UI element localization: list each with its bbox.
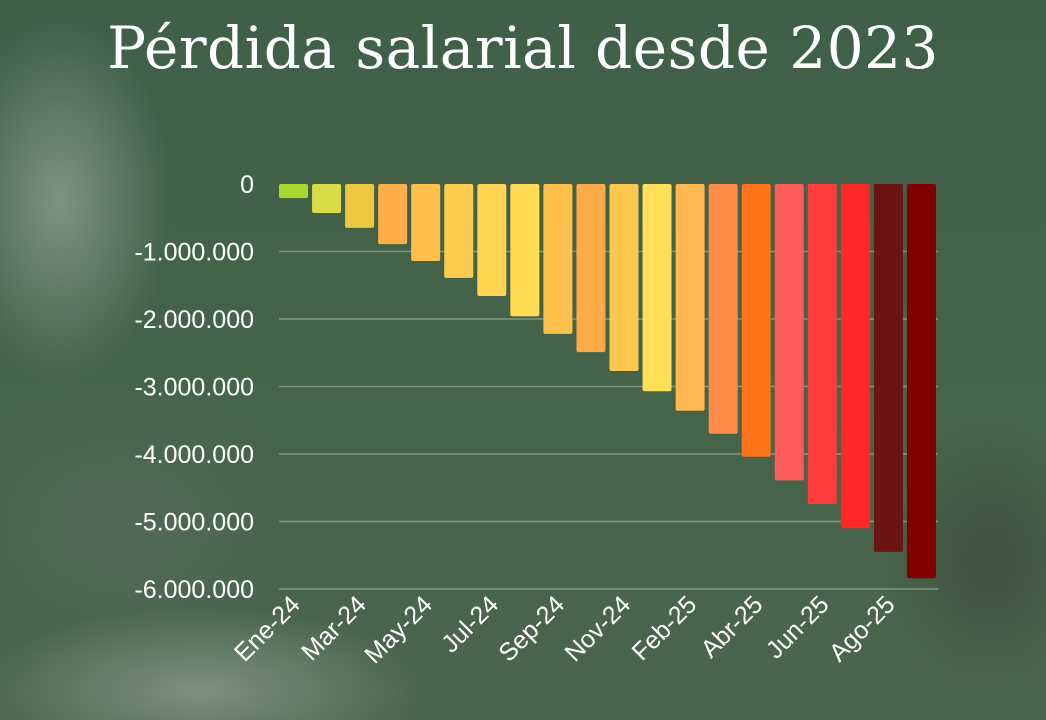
bar-ene-24 bbox=[279, 184, 308, 199]
x-tick-label: Sep-24 bbox=[493, 590, 570, 667]
x-tick-label: Feb-25 bbox=[627, 590, 703, 666]
y-tick-label: -2.000.000 bbox=[134, 306, 254, 334]
x-tick-label: Jun-25 bbox=[761, 590, 835, 664]
bar-may-24 bbox=[411, 184, 441, 261]
bar-abr-24 bbox=[378, 184, 408, 245]
y-tick-label: -1.000.000 bbox=[134, 239, 254, 267]
bar-feb-25 bbox=[675, 184, 705, 411]
bar-sep-25 bbox=[906, 184, 936, 579]
x-tick-label: Abr-25 bbox=[696, 590, 769, 663]
bar-jun-25 bbox=[807, 184, 837, 504]
bar-nov-24 bbox=[609, 184, 639, 371]
bar-ago-24 bbox=[510, 184, 540, 317]
x-tick-label: May-24 bbox=[359, 590, 438, 669]
bar-feb-24 bbox=[312, 184, 342, 214]
x-tick-label: Nov-24 bbox=[559, 590, 636, 667]
bar-jul-25 bbox=[840, 184, 870, 529]
x-tick-label: Mar-24 bbox=[296, 590, 372, 666]
bar-oct-24 bbox=[576, 184, 606, 353]
y-tick-label: -3.000.000 bbox=[134, 374, 254, 402]
y-tick-label: -6.000.000 bbox=[134, 576, 254, 604]
x-tick-label: Ago-25 bbox=[824, 590, 901, 667]
bar-mar-24 bbox=[345, 184, 375, 228]
bar-jul-24 bbox=[477, 184, 507, 297]
y-tick-label: -5.000.000 bbox=[134, 509, 254, 537]
y-tick-label: 0 bbox=[240, 171, 254, 199]
bar-may-25 bbox=[774, 184, 804, 481]
bar-jun-24 bbox=[444, 184, 474, 278]
bar-mar-25 bbox=[708, 184, 738, 434]
y-tick-label: -4.000.000 bbox=[134, 441, 254, 469]
chart-title: Pérdida salarial desde 2023 bbox=[107, 14, 939, 82]
bar-abr-25 bbox=[741, 184, 771, 457]
bar-dic-24 bbox=[642, 184, 672, 392]
bar-ago-25 bbox=[873, 184, 903, 552]
bar-sep-24 bbox=[543, 184, 573, 334]
